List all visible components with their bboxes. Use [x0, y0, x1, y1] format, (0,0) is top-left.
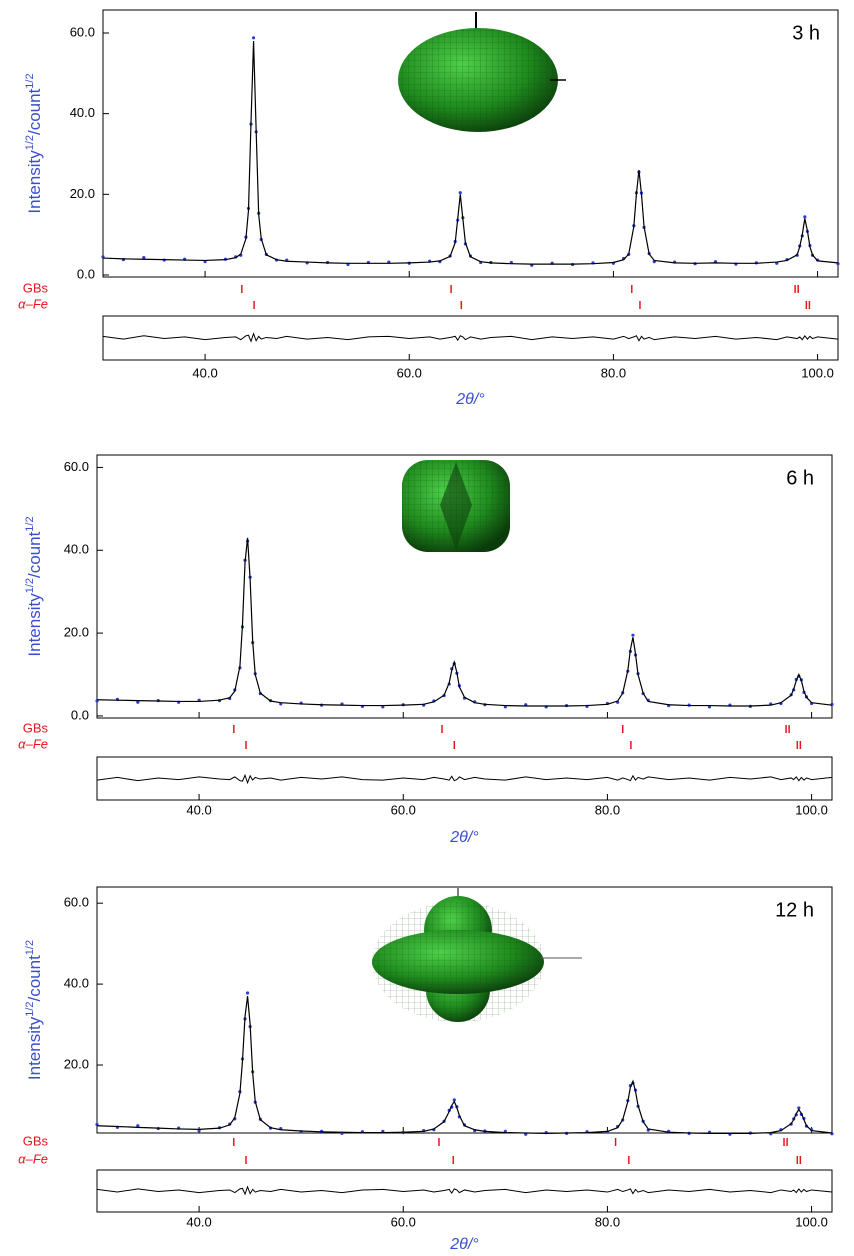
observed-point — [803, 215, 806, 218]
panel-label: 6 h — [786, 467, 814, 489]
observed-point — [459, 191, 462, 194]
calculated-line — [97, 538, 832, 706]
y-tick-label: 40.0 — [70, 105, 95, 120]
x-tick-label: 80.0 — [595, 1214, 620, 1229]
y-axis-label-part: 1/2 — [24, 73, 36, 88]
x-axis-label: 2θ/° — [449, 829, 479, 846]
y-axis-label-part: /count — [25, 88, 44, 135]
panel-label: 3 h — [792, 22, 820, 44]
figure: 0.020.040.060.040.060.080.0100.0GBsα–Fe3… — [0, 0, 854, 1256]
y-axis-label-part: 1/2 — [24, 1002, 36, 1017]
y-axis-label: Intensity1/2/count1/2 — [24, 516, 45, 656]
y-axis-label-part: 1/2 — [24, 135, 36, 150]
x-tick-label: 60.0 — [391, 802, 416, 817]
difference-line — [97, 775, 832, 783]
reflection-label: GBs — [23, 280, 49, 295]
y-axis-label-part: 1/2 — [24, 940, 36, 955]
x-axis-label: 2θ/° — [455, 391, 485, 408]
difference-line — [103, 334, 838, 342]
y-tick-label: 40.0 — [64, 542, 89, 557]
panel-label: 12 h — [775, 899, 814, 921]
reflection-label: GBs — [23, 720, 49, 735]
reflection-label: α–Fe — [18, 1151, 48, 1166]
observed-point — [246, 991, 249, 994]
y-axis-label: Intensity1/2/count1/2 — [24, 940, 45, 1080]
y-tick-label: 20.0 — [70, 186, 95, 201]
inset-12h — [372, 888, 582, 1022]
x-tick-label: 40.0 — [186, 1214, 211, 1229]
reflection-label: α–Fe — [18, 296, 48, 311]
y-tick-label: 60.0 — [64, 459, 89, 474]
y-axis-label-part: Intensity — [25, 1016, 44, 1080]
observed-point — [252, 36, 255, 39]
x-tick-label: 40.0 — [186, 802, 211, 817]
y-tick-label: 0.0 — [71, 707, 89, 722]
inset-3h — [398, 12, 566, 132]
page: 0.020.040.060.040.060.080.0100.0GBsα–Fe3… — [0, 0, 854, 1256]
y-tick-label: 40.0 — [64, 976, 89, 991]
x-axis-label: 2θ/° — [449, 1236, 479, 1253]
x-tick-label: 100.0 — [801, 365, 834, 380]
x-tick-label: 80.0 — [595, 802, 620, 817]
x-tick-label: 100.0 — [795, 1214, 828, 1229]
x-tick-label: 100.0 — [795, 802, 828, 817]
y-axis-label-part: 1/2 — [24, 578, 36, 593]
inset-6h — [402, 460, 510, 552]
y-axis-label-part: /count — [25, 955, 44, 1002]
y-tick-label: 20.0 — [64, 625, 89, 640]
x-tick-label: 40.0 — [192, 365, 217, 380]
y-axis-label-part: 1/2 — [24, 516, 36, 531]
y-axis-label-part: Intensity — [25, 150, 44, 214]
y-tick-label: 20.0 — [64, 1056, 89, 1071]
x-tick-label: 60.0 — [391, 1214, 416, 1229]
reflection-label: GBs — [23, 1133, 49, 1148]
x-tick-label: 60.0 — [397, 365, 422, 380]
y-tick-label: 60.0 — [70, 24, 95, 39]
y-tick-label: 60.0 — [64, 895, 89, 910]
y-axis-label: Intensity1/2/count1/2 — [24, 73, 45, 213]
y-tick-label: 0.0 — [77, 266, 95, 281]
observed-point — [631, 634, 634, 637]
x-tick-label: 80.0 — [601, 365, 626, 380]
y-axis-label-part: Intensity — [25, 593, 44, 657]
y-axis-label-part: /count — [25, 531, 44, 578]
difference-line — [97, 1187, 832, 1194]
reflection-label: α–Fe — [18, 736, 48, 751]
